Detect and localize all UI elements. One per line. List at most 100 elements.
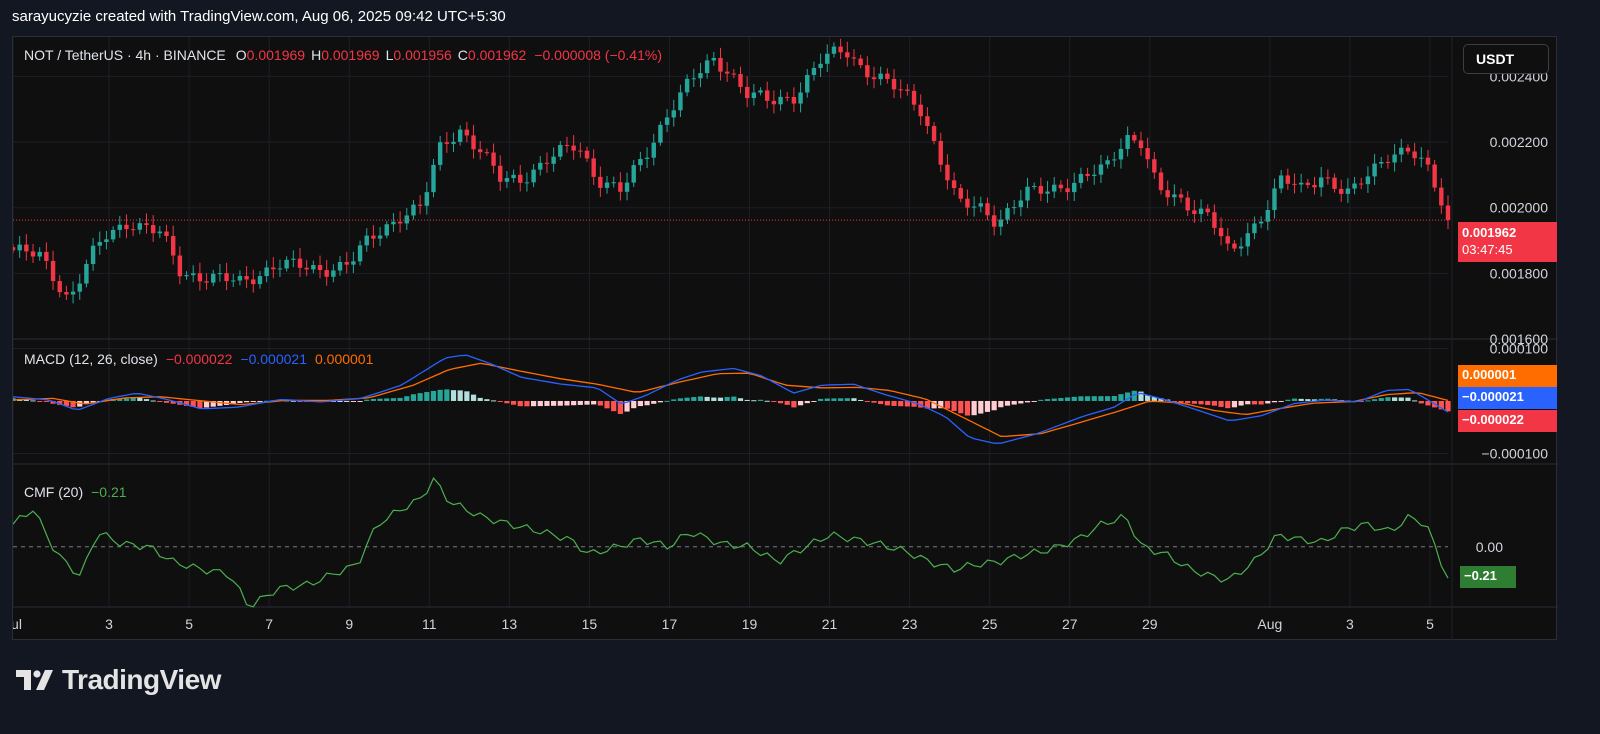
macd-histogram-bar <box>1218 400 1224 407</box>
time-axis-tick-label: 15 <box>582 616 598 632</box>
candle-body <box>1318 177 1324 188</box>
candle-body <box>17 244 22 251</box>
candle-body <box>1285 175 1291 184</box>
macd-histogram-bar <box>531 400 537 407</box>
candle-body <box>571 145 576 151</box>
macd-histogram-bar <box>664 400 670 402</box>
candle-body <box>1112 159 1117 161</box>
candle-body <box>1052 184 1057 192</box>
time-axis-tick-label: 3 <box>1346 616 1354 632</box>
macd-histogram-bar <box>604 400 610 409</box>
time-axis-tick-label: 27 <box>1062 616 1078 632</box>
candle-body <box>251 279 256 285</box>
macd-histogram-bar <box>884 400 890 406</box>
macd-histogram-bar <box>724 397 730 401</box>
chart-canvas[interactable]: 0.0024000.0022000.0020000.0018000.001600… <box>13 37 1558 641</box>
cmf-legend: CMF (20) −0.21 <box>24 484 127 500</box>
macd-histogram-bar <box>1225 400 1231 409</box>
candle-body <box>1445 205 1451 221</box>
macd-histogram-bar <box>611 400 617 412</box>
candle-body <box>277 268 283 270</box>
macd-histogram-bar <box>390 398 397 401</box>
macd-histogram-bar <box>1211 400 1217 406</box>
time-axis-tick-label: Jul <box>13 616 22 632</box>
candle-body <box>651 142 656 158</box>
candle-body <box>404 215 409 224</box>
macd-histogram-bar <box>858 399 864 401</box>
candle-body <box>544 162 550 164</box>
time-axis-tick-label: 5 <box>1426 616 1434 632</box>
macd-histogram-bar <box>564 400 570 406</box>
candle-body <box>37 251 42 257</box>
candle-body <box>511 174 516 179</box>
macd-histogram-bar <box>157 400 163 402</box>
candle-body <box>718 57 723 72</box>
candle-body <box>1092 174 1097 176</box>
macd-histogram-bar <box>150 400 156 402</box>
candle-body <box>391 221 396 225</box>
candle-body <box>1258 221 1264 224</box>
symbol-name[interactable]: NOT / TetherUS · 4h · BINANCE <box>24 47 226 63</box>
macd-histogram-bar <box>1011 400 1017 405</box>
candle-body <box>184 275 189 277</box>
candle-body <box>1072 182 1077 193</box>
macd-histogram-bar <box>357 400 363 402</box>
time-axis-tick-label: 9 <box>345 616 353 632</box>
macd-histogram-bar <box>1138 391 1144 401</box>
candle-body <box>431 164 436 193</box>
candle-body <box>90 245 96 265</box>
time-axis-tick-label: 17 <box>662 616 678 632</box>
candle-body <box>371 235 376 239</box>
macd-histogram-bar <box>470 394 477 401</box>
candle-body <box>1412 151 1417 159</box>
macd-histogram-bar <box>264 400 270 402</box>
candle-body <box>1038 186 1044 194</box>
macd-histogram-bar <box>424 392 430 401</box>
candle-body <box>1172 194 1177 198</box>
candle-body <box>30 251 36 257</box>
currency-button[interactable]: USDT <box>1463 44 1549 74</box>
macd-histogram-bar <box>1084 396 1091 401</box>
histogram-badge: −0.000022 <box>1458 410 1557 432</box>
candle-body <box>304 267 309 270</box>
candle-body <box>1392 154 1397 163</box>
candle-body <box>344 262 349 265</box>
tradingview-brand[interactable]: TradingView <box>16 664 221 696</box>
candle-body <box>618 182 623 192</box>
candle-body <box>1132 135 1137 141</box>
candle-body <box>297 258 303 268</box>
candle-body <box>825 53 830 64</box>
macd-histogram-bar <box>417 393 423 401</box>
macd-histogram-bar <box>904 400 910 407</box>
macd-histogram-bar <box>551 400 557 406</box>
candle-body <box>578 150 583 152</box>
macd-histogram-bar <box>597 400 603 406</box>
candle-body <box>284 259 289 269</box>
candle-body <box>271 267 276 270</box>
macd-histogram-bar <box>1044 399 1051 401</box>
macd-histogram-bar <box>137 397 143 401</box>
candle-body <box>1065 188 1070 193</box>
macd-histogram-bar <box>871 400 877 403</box>
macd-indicator-name[interactable]: MACD (12, 26, close) <box>24 351 158 367</box>
macd-histogram-bar <box>944 400 951 409</box>
macd-histogram-bar <box>737 398 744 401</box>
candle-body <box>684 78 690 93</box>
macd-histogram-bar <box>484 399 490 401</box>
cmf-indicator-name[interactable]: CMF (20) <box>24 484 84 500</box>
candle-body <box>858 58 863 66</box>
low-value: 0.001956 <box>393 47 452 63</box>
candle-body <box>1298 182 1304 185</box>
candle-body <box>444 142 450 144</box>
macd-histogram-bar <box>924 400 930 409</box>
candle-body <box>1178 194 1184 198</box>
macd-histogram-bar <box>624 400 630 412</box>
candle-body <box>938 140 943 165</box>
macd-histogram-bar <box>190 400 196 407</box>
candle-body <box>671 110 676 118</box>
candle-body <box>204 281 209 283</box>
macd-histogram-bar <box>1091 396 1097 401</box>
candle-body <box>1118 148 1124 160</box>
candle-body <box>1078 173 1084 183</box>
macd-histogram-bar <box>1265 400 1271 404</box>
